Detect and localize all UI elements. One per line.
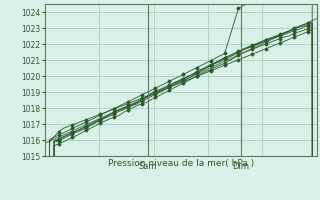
Text: Sam: Sam: [139, 162, 157, 171]
X-axis label: Pression niveau de la mer( hPa ): Pression niveau de la mer( hPa ): [108, 159, 254, 168]
Text: Dim: Dim: [232, 162, 249, 171]
